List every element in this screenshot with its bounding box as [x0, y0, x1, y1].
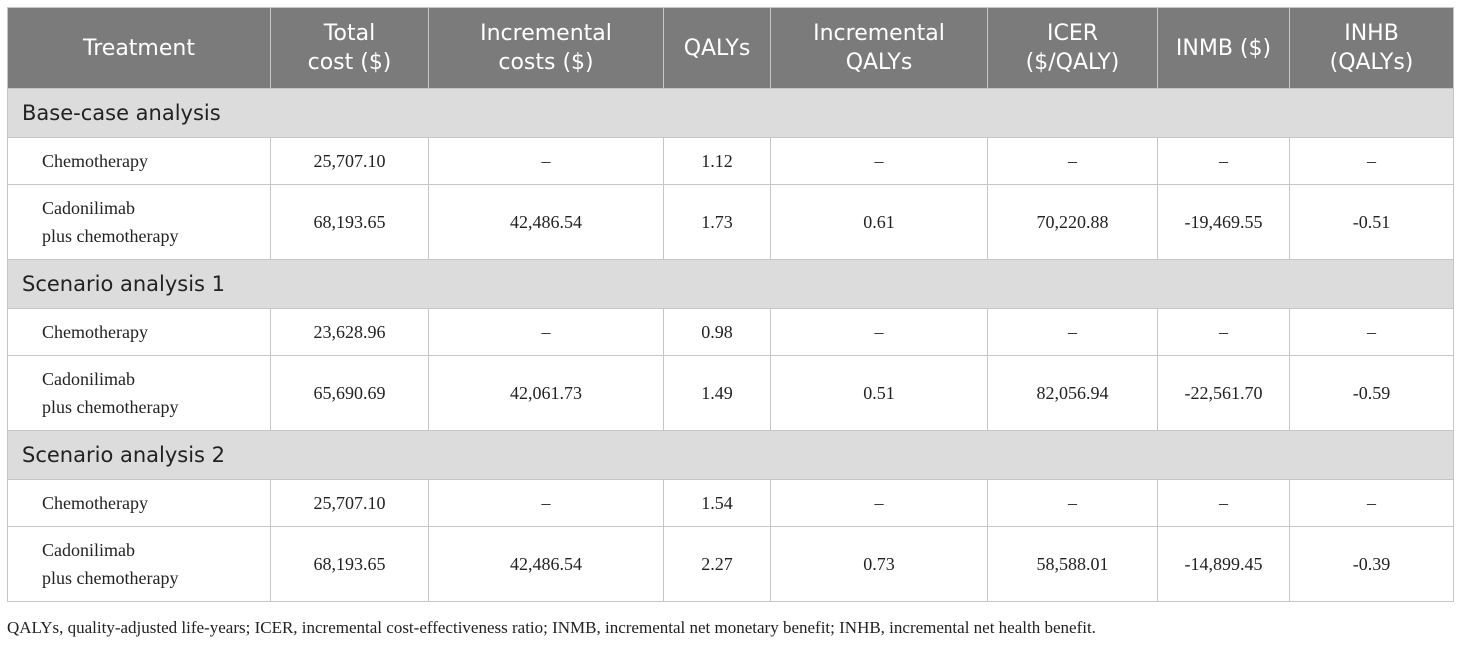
cell-qalys: 2.27 — [663, 526, 771, 602]
section-title: Scenario analysis 1 — [7, 259, 1454, 309]
header-icer: ICER ($/QALY) — [987, 7, 1158, 89]
cell-incremental-costs: 42,486.54 — [428, 184, 664, 260]
section-row: Scenario analysis 2 — [7, 430, 1454, 480]
cell-qalys: 1.12 — [663, 137, 771, 185]
table-row: Cadonilimab plus chemotherapy 65,690.69 42,… — [7, 355, 1454, 431]
cell-incremental-qalys: – — [770, 308, 988, 356]
cell-inhb: -0.51 — [1289, 184, 1454, 260]
cell-incremental-qalys: 0.61 — [770, 184, 988, 260]
cell-inhb: – — [1289, 479, 1454, 527]
header-inmb: INMB ($) — [1157, 7, 1290, 89]
cell-inmb: -14,899.45 — [1157, 526, 1290, 602]
cell-qalys: 1.73 — [663, 184, 771, 260]
cell-treatment: Chemotherapy — [7, 137, 271, 185]
header-treatment: Treatment — [7, 7, 271, 89]
cell-total-cost: 65,690.69 — [270, 355, 429, 431]
cell-icer: – — [987, 137, 1158, 185]
table-row: Chemotherapy 25,707.10–1.12– – – – — [7, 137, 1454, 185]
section-title: Scenario analysis 2 — [7, 430, 1454, 480]
cell-icer: – — [987, 308, 1158, 356]
section-title: Base-case analysis — [7, 88, 1454, 138]
cell-total-cost: 25,707.10 — [270, 479, 429, 527]
header-row: Treatment Total cost ($) Incremental costs… — [7, 7, 1454, 89]
table-row: Chemotherapy 25,707.10–1.54– – – – — [7, 479, 1454, 527]
results-table-container: Treatment Total cost ($) Incremental costs… — [7, 7, 1454, 602]
table-row: Chemotherapy 23,628.96–0.98– – – – — [7, 308, 1454, 356]
table-body: Base-case analysis Chemotherapy 25,707.10–… — [7, 88, 1454, 602]
cell-qalys: 1.54 — [663, 479, 771, 527]
cell-inhb: – — [1289, 137, 1454, 185]
cell-treatment: Cadonilimab plus chemotherapy — [7, 184, 271, 260]
cell-total-cost: 68,193.65 — [270, 526, 429, 602]
cell-incremental-costs: 42,061.73 — [428, 355, 664, 431]
cell-icer: – — [987, 479, 1158, 527]
cell-incremental-qalys: – — [770, 479, 988, 527]
cell-icer: 70,220.88 — [987, 184, 1158, 260]
cell-inhb: – — [1289, 308, 1454, 356]
cell-qalys: 0.98 — [663, 308, 771, 356]
cell-inmb: – — [1157, 137, 1290, 185]
cell-treatment: Cadonilimab plus chemotherapy — [7, 526, 271, 602]
table-row: Cadonilimab plus chemotherapy 68,193.65 42,… — [7, 184, 1454, 260]
section-row: Base-case analysis — [7, 88, 1454, 138]
cell-incremental-qalys: 0.73 — [770, 526, 988, 602]
cell-inhb: -0.39 — [1289, 526, 1454, 602]
cell-icer: 82,056.94 — [987, 355, 1158, 431]
cell-incremental-costs: 42,486.54 — [428, 526, 664, 602]
cell-total-cost: 68,193.65 — [270, 184, 429, 260]
cell-incremental-costs: – — [428, 137, 664, 185]
cell-total-cost: 25,707.10 — [270, 137, 429, 185]
header-qalys: QALYs — [663, 7, 771, 89]
cell-inmb: -19,469.55 — [1157, 184, 1290, 260]
cell-inhb: -0.59 — [1289, 355, 1454, 431]
header-incremental-qalys: Incremental QALYs — [770, 7, 988, 89]
cell-treatment: Cadonilimab plus chemotherapy — [7, 355, 271, 431]
header-inhb: INHB (QALYs) — [1289, 7, 1454, 89]
table-row: Cadonilimab plus chemotherapy 68,193.65 42,… — [7, 526, 1454, 602]
cell-inmb: – — [1157, 308, 1290, 356]
cell-qalys: 1.49 — [663, 355, 771, 431]
cell-incremental-costs: – — [428, 308, 664, 356]
cell-incremental-costs: – — [428, 479, 664, 527]
results-table: Treatment Total cost ($) Incremental costs… — [7, 7, 1454, 602]
cell-treatment: Chemotherapy — [7, 308, 271, 356]
header-total-cost: Total cost ($) — [270, 7, 429, 89]
cell-total-cost: 23,628.96 — [270, 308, 429, 356]
cell-incremental-qalys: 0.51 — [770, 355, 988, 431]
cell-icer: 58,588.01 — [987, 526, 1158, 602]
cell-inmb: – — [1157, 479, 1290, 527]
cell-inmb: -22,561.70 — [1157, 355, 1290, 431]
cell-incremental-qalys: – — [770, 137, 988, 185]
section-row: Scenario analysis 1 — [7, 259, 1454, 309]
cell-treatment: Chemotherapy — [7, 479, 271, 527]
table-footnote: QALYs, quality-adjusted life-years; ICER… — [7, 618, 1096, 637]
header-incremental-costs: Incremental costs ($) — [428, 7, 664, 89]
